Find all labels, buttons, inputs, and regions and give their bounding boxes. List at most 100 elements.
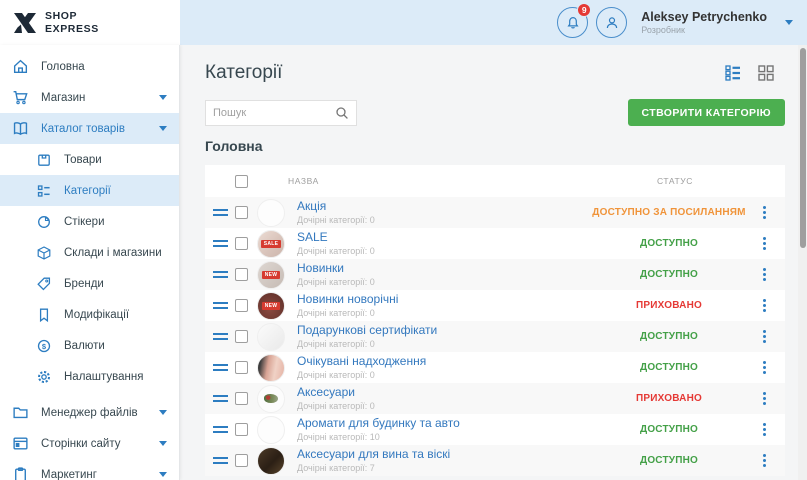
search-icon xyxy=(336,106,348,119)
sidebar-item-label: Валюти xyxy=(64,339,105,352)
select-all-checkbox[interactable] xyxy=(235,174,248,188)
grid-view-icon[interactable] xyxy=(757,64,775,82)
sidebar-item-marketing[interactable]: Маркетинг xyxy=(0,459,179,480)
drag-handle-icon[interactable] xyxy=(213,209,228,216)
category-name-link[interactable]: Подарункові сертифікати xyxy=(297,323,438,338)
category-row: Аромати для будинку та авто Дочірні кате… xyxy=(205,414,785,445)
sidebar-item-label: Менеджер файлів xyxy=(41,406,138,419)
stickers-icon xyxy=(38,215,50,228)
user-name: Aleksey Petrychenko xyxy=(641,9,767,24)
row-checkbox[interactable] xyxy=(235,392,248,405)
category-name-link[interactable]: Очікувані надходження xyxy=(297,354,427,369)
category-row: Акція Дочірні категорії: 0 ДОСТУПНО ЗА П… xyxy=(205,197,785,228)
row-menu-button[interactable] xyxy=(749,459,779,462)
sidebar-item-label: Сторінки сайту xyxy=(41,437,121,450)
drag-handle-icon[interactable] xyxy=(213,240,228,247)
row-menu-button[interactable] xyxy=(749,273,779,276)
row-menu-button[interactable] xyxy=(749,428,779,431)
top-bar: SHOP EXPRESS 9 Aleksey Petrychenko Розро… xyxy=(0,0,807,45)
user-info: Aleksey Petrychenko Розробник xyxy=(641,10,767,36)
sidebar-item-settings[interactable]: Налаштування xyxy=(0,361,179,392)
sidebar-item-brands[interactable]: Бренди xyxy=(0,268,179,299)
status-badge: ДОСТУПНО xyxy=(640,331,698,342)
kebab-icon xyxy=(762,459,766,462)
sidebar-item-products[interactable]: Товари xyxy=(0,144,179,175)
row-menu-button[interactable] xyxy=(749,242,779,245)
category-row: SALE SALE Дочірні категорії: 0 ДОСТУПНО xyxy=(205,228,785,259)
brands-icon xyxy=(37,277,51,290)
logo-text: SHOP EXPRESS xyxy=(45,10,99,35)
row-menu-button[interactable] xyxy=(749,397,779,400)
svg-text:$: $ xyxy=(42,342,47,351)
logo[interactable]: SHOP EXPRESS xyxy=(0,0,180,45)
search-box xyxy=(205,99,357,126)
category-name-link[interactable]: Новинки новорічні xyxy=(297,292,399,307)
sidebar-item-home[interactable]: Головна xyxy=(0,51,179,82)
thumbnail-tag: SALE xyxy=(260,239,282,248)
category-name-link[interactable]: Новинки xyxy=(297,261,344,276)
drag-handle-icon[interactable] xyxy=(213,364,228,371)
sidebar-item-shop[interactable]: Магазин xyxy=(0,82,179,113)
scrollbar-thumb[interactable] xyxy=(800,48,806,248)
status-badge: ДОСТУПНО xyxy=(640,362,698,373)
profile-button[interactable] xyxy=(596,7,628,38)
sidebar-item-file-manager[interactable]: Менеджер файлів xyxy=(0,397,179,428)
kebab-icon xyxy=(762,211,766,214)
sidebar-item-categories[interactable]: Категорії xyxy=(0,175,179,206)
create-category-button[interactable]: СТВОРИТИ КАТЕГОРІЮ xyxy=(627,99,785,126)
category-subtitle: Дочірні категорії: 0 xyxy=(297,369,375,380)
category-row: NEW Новинки новорічні Дочірні категорії:… xyxy=(205,290,785,321)
sidebar-item-site-pages[interactable]: Сторінки сайту xyxy=(0,428,179,459)
drag-handle-icon[interactable] xyxy=(213,333,228,340)
scrollbar-track[interactable] xyxy=(798,45,807,480)
sidebar-item-label: Товари xyxy=(64,153,102,166)
list-view-icon[interactable] xyxy=(724,64,742,82)
row-checkbox[interactable] xyxy=(235,206,248,219)
search-input[interactable] xyxy=(213,106,335,119)
categories-icon xyxy=(37,184,50,197)
row-menu-button[interactable] xyxy=(749,366,779,369)
kebab-icon xyxy=(762,242,766,245)
sidebar-item-modifications[interactable]: Модифікації xyxy=(0,299,179,330)
notifications-button[interactable]: 9 xyxy=(557,3,592,38)
category-subtitle: Дочірні категорії: 0 xyxy=(297,338,375,349)
kebab-icon xyxy=(762,304,766,307)
sidebar-item-currencies[interactable]: $ Валюти xyxy=(0,330,179,361)
drag-handle-icon[interactable] xyxy=(213,395,228,402)
sidebar-item-catalog[interactable]: Каталог товарів xyxy=(0,113,179,144)
kebab-icon xyxy=(762,366,766,369)
row-checkbox[interactable] xyxy=(235,330,248,343)
category-row: Подарункові сертифікати Дочірні категорі… xyxy=(205,321,785,352)
category-thumbnail xyxy=(257,446,285,475)
category-name-link[interactable]: Аксесуари xyxy=(297,385,355,400)
row-menu-button[interactable] xyxy=(749,304,779,307)
row-checkbox[interactable] xyxy=(235,299,248,312)
row-checkbox[interactable] xyxy=(235,423,248,436)
drag-handle-icon[interactable] xyxy=(213,271,228,278)
status-badge: ДОСТУПНО xyxy=(640,424,698,435)
chevron-down-icon xyxy=(159,410,167,415)
currencies-icon: $ xyxy=(37,339,51,352)
user-menu-chevron-icon[interactable] xyxy=(785,20,793,25)
row-checkbox[interactable] xyxy=(235,268,248,281)
drag-handle-icon[interactable] xyxy=(213,302,228,309)
site-pages-icon xyxy=(13,437,28,450)
categories-table: НАЗВА СТАТУС Акція Дочірні категорії: 0 … xyxy=(205,165,785,476)
row-menu-button[interactable] xyxy=(749,335,779,338)
row-checkbox[interactable] xyxy=(235,237,248,250)
drag-handle-icon[interactable] xyxy=(213,457,228,464)
category-name-link[interactable]: Акція xyxy=(297,199,327,214)
user-role: Розробник xyxy=(641,24,685,35)
chevron-down-icon xyxy=(159,441,167,446)
category-name-link[interactable]: SALE xyxy=(297,230,328,245)
drag-handle-icon[interactable] xyxy=(213,426,228,433)
category-name-link[interactable]: Аромати для будинку та авто xyxy=(297,416,460,431)
row-checkbox[interactable] xyxy=(235,361,248,374)
logo-x-icon xyxy=(14,12,36,33)
sidebar-item-stickers[interactable]: Стікери xyxy=(0,206,179,237)
row-menu-button[interactable] xyxy=(749,211,779,214)
catalog-icon xyxy=(13,122,28,136)
category-name-link[interactable]: Аксесуари для вина та віскі xyxy=(297,447,451,462)
row-checkbox[interactable] xyxy=(235,454,248,467)
sidebar-item-warehouses[interactable]: Склади і магазини xyxy=(0,237,179,268)
